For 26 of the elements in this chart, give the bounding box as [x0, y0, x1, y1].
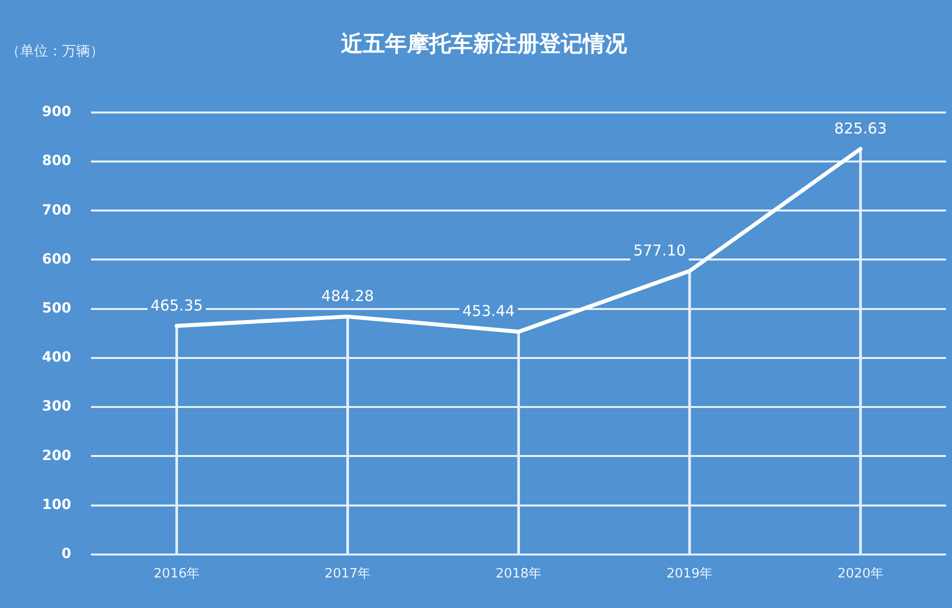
bar	[175, 326, 178, 554]
data-label: 465.35	[150, 296, 203, 314]
y-tick-label: 800	[42, 153, 72, 170]
chart-title: 近五年摩托车新注册登记情况	[340, 30, 628, 57]
x-tick-label: 2017年	[324, 566, 371, 582]
bar	[688, 270, 691, 554]
y-tick-label: 300	[42, 398, 72, 415]
y-tick-label: 200	[42, 448, 72, 464]
bar	[859, 148, 862, 554]
x-tick-label: 2019年	[666, 566, 713, 582]
y-axis-title: （单位：万辆）	[6, 44, 104, 60]
y-tick-label: 100	[42, 496, 72, 513]
data-label: 453.44	[462, 302, 515, 320]
y-tick-label: 400	[42, 350, 72, 366]
y-tick-label: 900	[42, 104, 72, 120]
y-tick-label: 500	[42, 300, 72, 316]
x-tick-label: 2016年	[154, 566, 200, 582]
data-label: 825.63	[834, 119, 887, 138]
data-label: 484.28	[321, 286, 374, 305]
data-label: 577.10	[633, 241, 686, 260]
x-tick-label: 2018年	[496, 566, 542, 582]
y-tick-label: 600	[42, 251, 72, 268]
bar	[517, 331, 520, 554]
x-tick-label: 2020年	[837, 566, 884, 582]
y-tick-label: 0	[61, 546, 72, 562]
y-tick-label: 700	[42, 202, 72, 218]
